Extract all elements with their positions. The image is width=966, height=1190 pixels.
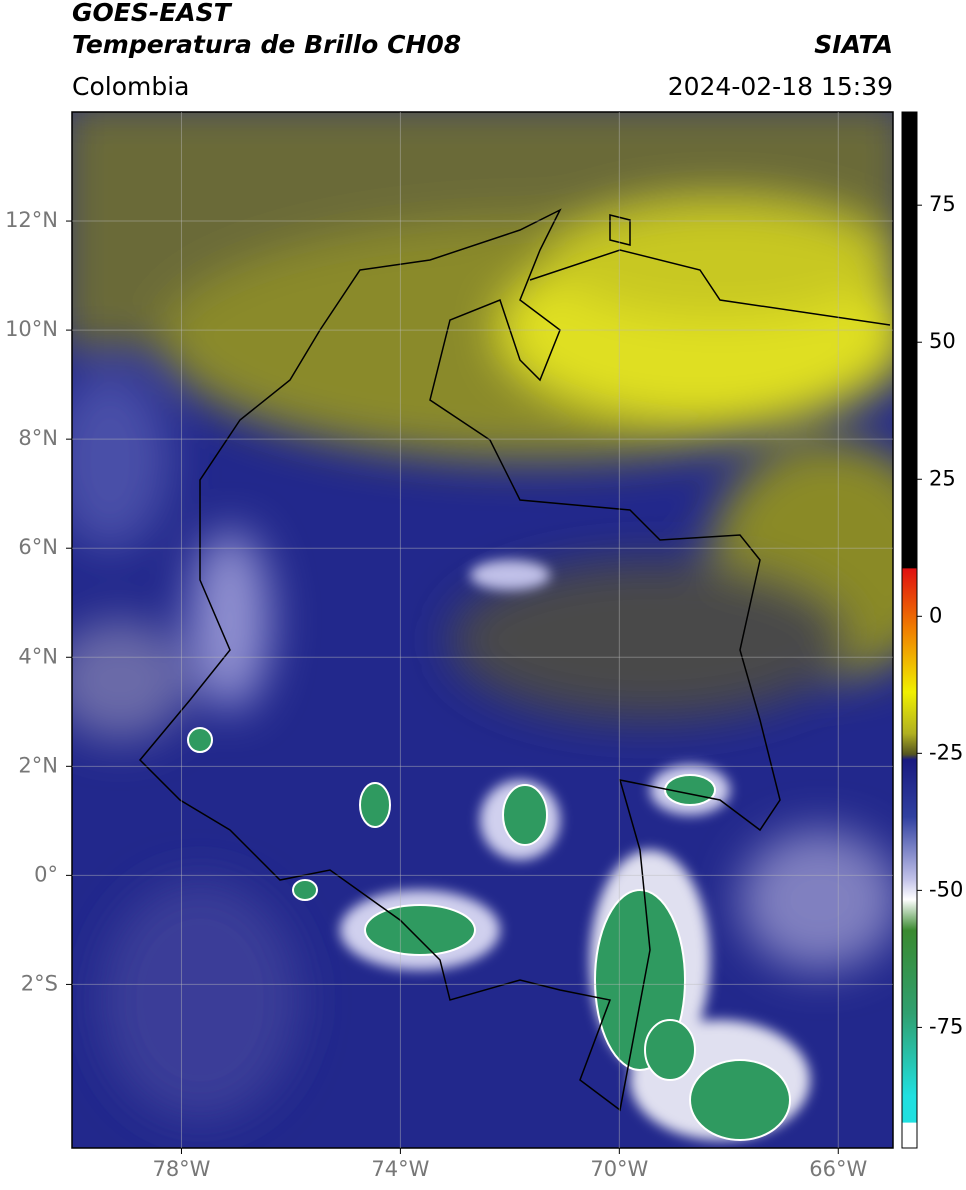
colorbar — [901, 111, 918, 1149]
lat-tick-label: 6°N — [18, 535, 58, 559]
colorbar-tick-label: -50 — [929, 877, 963, 901]
lat-tick-label: 4°N — [18, 644, 58, 668]
lat-tick-label: 10°N — [5, 317, 58, 341]
lon-tick-label: 70°W — [590, 1157, 648, 1181]
source: SIATA — [814, 30, 893, 59]
lat-tick-label: 2°S — [21, 971, 58, 995]
title: GOES-EAST — [72, 0, 231, 27]
lat-tick-label: 12°N — [5, 208, 58, 232]
map-frame — [71, 111, 894, 1149]
lon-tick-label: 74°W — [371, 1157, 429, 1181]
region: Colombia — [72, 72, 190, 101]
lat-tick-label: 8°N — [18, 426, 58, 450]
subtitle: Temperatura de Brillo CH08 — [72, 30, 462, 59]
borders — [138, 208, 891, 1112]
timestamp: 2024-02-18 15:39 — [667, 72, 893, 101]
lat-tick-label: 0° — [34, 862, 58, 886]
lon-tick-label: 78°W — [152, 1157, 210, 1181]
colorbar-tick-label: 75 — [929, 192, 956, 216]
lon-tick-label: 66°W — [809, 1157, 867, 1181]
colorbar-tick-label: -75 — [929, 1014, 963, 1038]
colorbar-tick-label: 50 — [929, 329, 956, 353]
colorbar-tick-label: 25 — [929, 466, 956, 490]
satellite-image — [72, 112, 893, 1148]
lat-tick-label: 2°N — [18, 753, 58, 777]
colorbar-tick-label: -25 — [929, 740, 963, 764]
colorbar-tick-label: 0 — [929, 603, 942, 627]
